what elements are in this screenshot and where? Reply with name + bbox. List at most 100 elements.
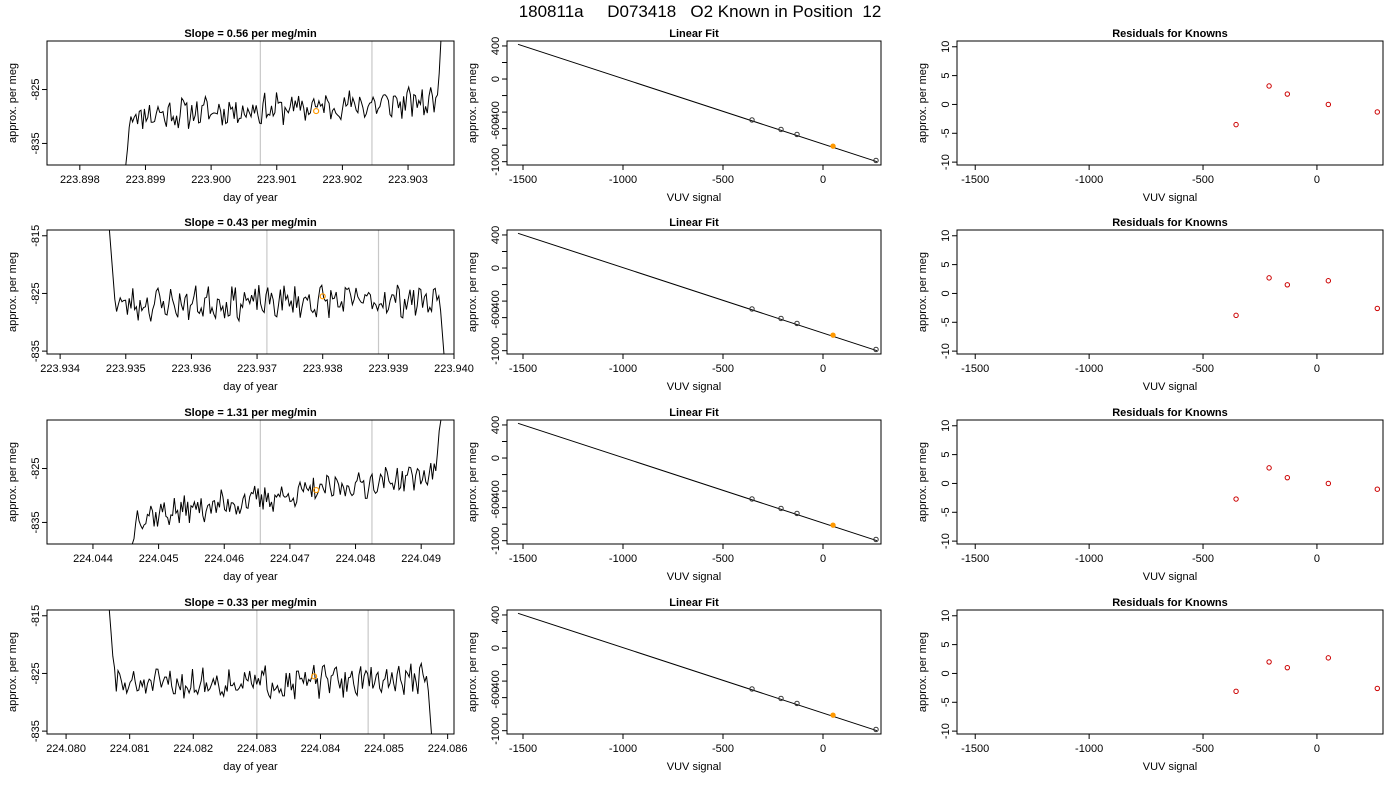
x-tick-label: 223.938 (303, 363, 343, 375)
y-tick-label: -5 (940, 697, 952, 707)
y-tick-label: -400 (490, 290, 502, 312)
y-axis-label: approx. per meg (467, 442, 479, 522)
x-tick-label: 223.935 (106, 363, 146, 375)
sample-point (830, 712, 836, 718)
residual-point (1374, 109, 1381, 115)
x-tick-label: 224.048 (336, 553, 376, 565)
plot-frame (956, 419, 1384, 545)
x-tick-label: 224.081 (110, 743, 150, 755)
known-point (794, 131, 800, 138)
panel-data (517, 422, 879, 543)
y-tick-label: -835 (30, 132, 42, 154)
panel-title: Slope = 0.56 per meg/min (184, 28, 317, 40)
plot-frame (46, 40, 455, 166)
y-tick-label: -835 (30, 340, 42, 362)
signal-trace (108, 610, 432, 734)
plot-frame (506, 229, 882, 355)
panel-data (108, 230, 445, 354)
x-tick-label: 0 (820, 174, 826, 186)
panel-data (125, 41, 442, 165)
y-tick-label: -825 (30, 79, 42, 101)
y-tick-label: 0 (940, 290, 952, 296)
y-tick-label: 0 (490, 455, 502, 461)
x-tick-label: 223.900 (191, 174, 231, 186)
y-tick-label: 400 (490, 37, 502, 55)
y-tick-label: 0 (490, 265, 502, 271)
y-tick-label: -1000 (490, 717, 502, 745)
y-tick-label: 10 (940, 41, 952, 53)
x-tick-label: 224.046 (204, 553, 244, 565)
y-tick-label: -400 (490, 101, 502, 123)
residual-point (1374, 305, 1381, 312)
panel-r2-c2: Linear Fit -1500 -1000 -500 0 -1000 -600-400 0 4… (467, 217, 882, 393)
x-tick-label: 223.902 (323, 174, 363, 186)
y-tick-label: -600 (490, 687, 502, 709)
panel-r1-c2: Linear Fit -1500 -1000 -500 0 -1000 -600-400 0 4… (467, 28, 882, 204)
x-tick-label: -1000 (1075, 743, 1103, 755)
y-tick-label: 10 (940, 230, 952, 242)
known-point (749, 496, 755, 502)
panel-r1-c3: Residuals for Knowns -1500 -1000 -500 0 -10 -5… (917, 28, 1384, 204)
x-axis-label: VUV signal (667, 571, 721, 583)
plot-frame (956, 609, 1384, 735)
y-tick-label: -5 (940, 507, 952, 517)
y-axis-label: approx. per meg (917, 442, 929, 522)
x-tick-label: -1500 (961, 743, 989, 755)
residual-point (1325, 480, 1332, 487)
residual-point (1284, 282, 1291, 288)
panel-title: Slope = 0.33 per meg/min (184, 597, 317, 609)
y-tick-label: 400 (490, 226, 502, 244)
fit-line (517, 422, 878, 542)
y-tick-label: -400 (490, 480, 502, 502)
x-tick-label: 224.047 (270, 553, 310, 565)
panel-data (517, 232, 879, 353)
x-tick-label: -1500 (509, 553, 537, 565)
known-point (749, 686, 755, 692)
x-axis-label: VUV signal (1143, 761, 1197, 773)
residual-point (1266, 275, 1272, 281)
y-axis-label: approx. per meg (917, 632, 929, 712)
plot-frame (46, 419, 455, 545)
panel-r4-c2: Linear Fit -1500 -1000 -500 0 -1000 -600-400 0 4… (467, 597, 882, 773)
y-tick-label: -825 (30, 662, 42, 684)
x-tick-label: -500 (712, 363, 734, 375)
residual-point (1266, 659, 1272, 665)
residual-point (1284, 91, 1291, 97)
y-tick-label: 0 (490, 645, 502, 651)
x-tick-label: 223.940 (434, 363, 474, 375)
x-tick-label: 0 (820, 553, 826, 565)
known-point (778, 695, 784, 702)
x-tick-label: 224.082 (173, 743, 213, 755)
x-tick-label: -500 (712, 553, 734, 565)
x-tick-label: 0 (1314, 743, 1320, 755)
sample-point (830, 332, 836, 338)
y-tick-label: -1000 (490, 148, 502, 176)
panel-title: Linear Fit (669, 28, 719, 40)
panel-title: Slope = 0.43 per meg/min (184, 217, 317, 229)
y-tick-label: 0 (490, 76, 502, 82)
x-tick-label: -1500 (961, 174, 989, 186)
x-tick-label: -1500 (509, 174, 537, 186)
residual-point (1374, 486, 1381, 492)
x-tick-label: 223.937 (237, 363, 277, 375)
panel-title: Residuals for Knowns (1112, 597, 1228, 609)
x-tick-label: 0 (820, 743, 826, 755)
plot-frame (506, 40, 882, 166)
residual-point (1266, 83, 1272, 89)
y-axis-label: approx. per meg (7, 632, 19, 712)
known-point (873, 157, 879, 164)
x-axis-label: VUV signal (1143, 571, 1197, 583)
x-tick-label: -1000 (609, 174, 637, 186)
plot-frame (46, 609, 455, 735)
y-axis-label: approx. per meg (7, 442, 19, 522)
panel-title: Linear Fit (669, 407, 719, 419)
fit-line (517, 43, 878, 163)
x-tick-label: -1000 (1075, 553, 1103, 565)
x-tick-label: -1500 (961, 553, 989, 565)
y-tick-label: -1000 (490, 337, 502, 365)
x-tick-label: 224.084 (301, 743, 341, 755)
x-tick-label: 223.903 (388, 174, 428, 186)
y-tick-label: -10 (940, 723, 952, 739)
mean-marker (310, 673, 318, 680)
